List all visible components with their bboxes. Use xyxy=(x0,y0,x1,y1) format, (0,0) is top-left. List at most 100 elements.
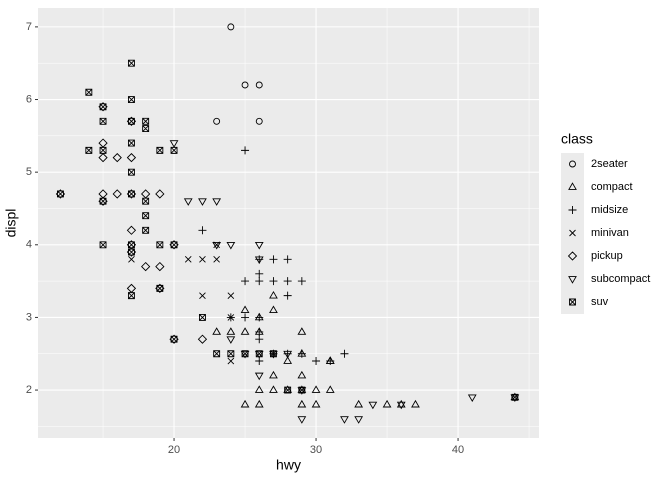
point xyxy=(283,255,292,264)
point xyxy=(142,197,150,205)
point xyxy=(297,385,307,393)
point xyxy=(142,125,150,133)
point xyxy=(127,292,135,300)
point xyxy=(99,146,107,154)
legend-symbol xyxy=(567,251,578,261)
legend-label: midsize xyxy=(591,204,628,216)
point xyxy=(297,416,307,424)
point xyxy=(312,357,321,366)
point xyxy=(241,277,250,286)
point xyxy=(226,327,236,335)
point xyxy=(254,241,264,250)
point xyxy=(198,198,207,206)
point xyxy=(297,277,306,286)
point xyxy=(269,305,278,314)
legend-key xyxy=(561,176,584,199)
legend-label: pickup xyxy=(591,250,623,262)
point xyxy=(99,117,107,125)
point xyxy=(326,357,335,366)
point xyxy=(198,226,207,235)
point xyxy=(283,350,293,359)
legend-key xyxy=(561,153,584,176)
point xyxy=(254,256,264,265)
point xyxy=(283,291,292,300)
y-tick-label: 2 xyxy=(26,384,32,396)
point xyxy=(99,241,107,249)
point xyxy=(297,370,307,379)
point xyxy=(99,103,107,111)
x-tick-label: 20 xyxy=(168,444,180,456)
point xyxy=(240,305,250,314)
point xyxy=(255,313,264,322)
point xyxy=(156,241,164,249)
point xyxy=(227,357,235,365)
point xyxy=(311,385,321,393)
point xyxy=(311,399,321,408)
point xyxy=(254,350,264,359)
point xyxy=(269,290,278,299)
point xyxy=(340,416,349,424)
point xyxy=(142,117,150,125)
point xyxy=(227,23,235,31)
point xyxy=(127,117,135,125)
point xyxy=(255,117,263,125)
point xyxy=(354,399,364,408)
point xyxy=(213,117,221,125)
point xyxy=(127,241,135,249)
point xyxy=(127,96,135,103)
point xyxy=(127,190,135,198)
point xyxy=(213,255,220,263)
point xyxy=(255,335,264,344)
point xyxy=(198,313,206,321)
y-tick-label: 5 xyxy=(26,166,32,178)
point xyxy=(297,399,307,408)
point xyxy=(241,81,249,89)
point xyxy=(226,336,236,344)
point xyxy=(98,152,108,163)
point xyxy=(141,261,151,272)
point xyxy=(297,387,307,395)
point xyxy=(184,255,192,263)
point xyxy=(199,292,206,299)
point xyxy=(284,386,292,394)
point xyxy=(283,356,293,364)
point xyxy=(354,416,364,424)
legend-symbol xyxy=(568,182,577,190)
point xyxy=(170,241,178,249)
point xyxy=(254,372,264,381)
point xyxy=(411,399,420,408)
point xyxy=(85,88,93,96)
legend-symbol xyxy=(568,276,577,284)
legend-symbol xyxy=(569,229,576,237)
y-tick-label: 4 xyxy=(26,239,32,251)
point xyxy=(56,190,64,198)
point xyxy=(126,152,137,163)
x-tick-label: 40 xyxy=(452,444,464,456)
x-axis-title: hwy xyxy=(276,457,301,473)
point xyxy=(254,399,264,408)
point xyxy=(340,349,349,358)
point xyxy=(128,255,135,263)
point xyxy=(269,370,278,379)
x-tick-label: 30 xyxy=(310,444,322,456)
point xyxy=(127,248,135,256)
point xyxy=(156,146,164,154)
legend-key xyxy=(561,268,584,291)
point xyxy=(213,350,221,358)
point xyxy=(269,277,278,286)
point xyxy=(212,241,222,250)
point xyxy=(255,81,263,89)
point xyxy=(155,261,165,272)
point xyxy=(269,255,278,264)
legend-symbol xyxy=(569,160,576,168)
y-tick-label: 6 xyxy=(26,93,32,105)
point xyxy=(126,225,137,235)
point xyxy=(325,385,335,393)
point xyxy=(212,198,222,206)
legend-label: compact xyxy=(591,181,633,193)
point xyxy=(255,277,264,286)
point xyxy=(269,350,277,358)
point xyxy=(283,385,293,393)
point xyxy=(226,241,236,250)
point xyxy=(227,350,235,358)
